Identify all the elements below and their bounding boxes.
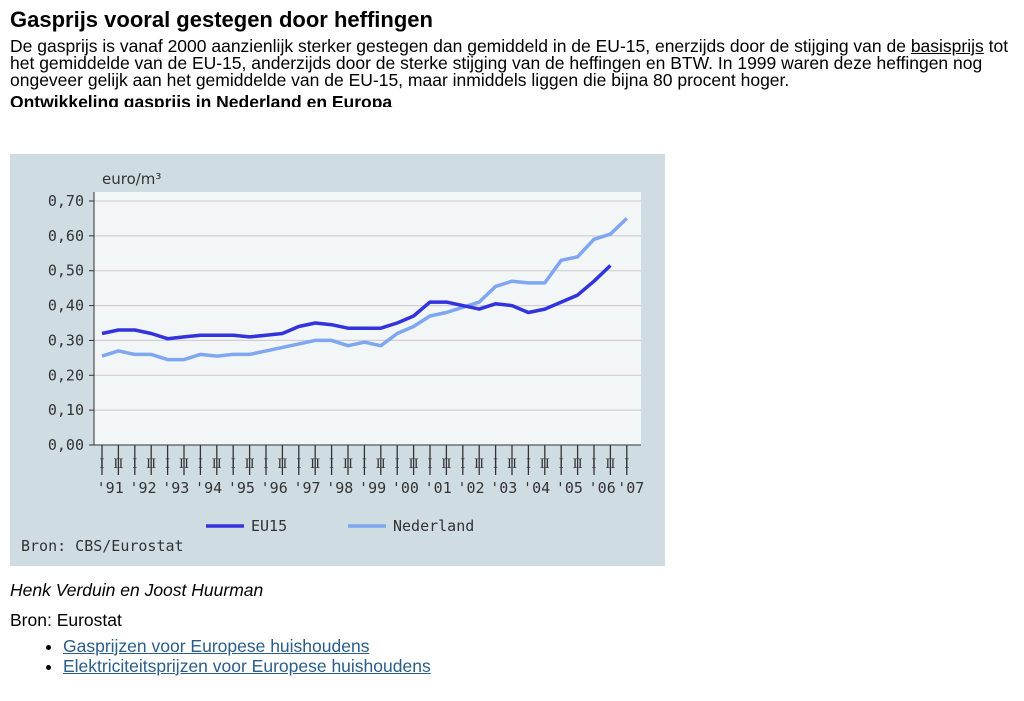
x-year-label: '05: [556, 479, 583, 497]
intro-text-before: De gasprijs is vanaf 2000 aanzienlijk st…: [10, 36, 911, 56]
x-year-label: '96: [261, 479, 288, 497]
unit-label: euro/m³: [102, 170, 161, 188]
basisprijs-term: basisprijs: [910, 36, 984, 56]
link-elektriciteitsprijzen[interactable]: Elektriciteitsprijzen voor Europese huis…: [63, 656, 431, 676]
x-half-label: II: [408, 457, 418, 472]
x-half-label: I: [165, 457, 170, 472]
intro-paragraph: De gasprijs is vanaf 2000 aanzienlijk st…: [10, 36, 1010, 90]
y-tick-label: 0,70: [48, 192, 84, 210]
chart-legend: EU15 Nederland: [206, 517, 474, 535]
x-axis-ticks: I II I II I II I II I II I II I II I II I II I II I II I II I II I…: [97, 445, 644, 497]
x-half-label: I: [395, 457, 400, 472]
gas-price-chart: 0,000,100,200,300,400,500,600,70 I II I II I…: [21, 170, 644, 555]
x-year-label: '00: [392, 479, 419, 497]
series-line-nederland: [101, 217, 629, 362]
x-year-label: '01: [425, 479, 452, 497]
x-year-label: '98: [326, 479, 353, 497]
x-half-label: I: [493, 457, 498, 472]
y-tick-label: 0,00: [48, 436, 84, 454]
x-half-label: II: [540, 457, 550, 472]
article: Gasprijs vooral gestegen door heffingen …: [10, 6, 1010, 676]
x-half-label: II: [507, 457, 517, 472]
y-tick-label: 0,50: [48, 262, 84, 280]
author-credit: Henk Verduin en Joost Huurman: [10, 580, 264, 600]
gridlines: [94, 200, 641, 411]
x-half-label: I: [231, 457, 236, 472]
x-year-label: '95: [228, 479, 255, 497]
x-half-label: I: [591, 457, 596, 472]
list-item: Gasprijzen voor Europese huishoudens: [63, 636, 431, 656]
x-half-label: II: [376, 457, 386, 472]
x-year-label: '92: [129, 479, 156, 497]
x-half-label: I: [296, 457, 301, 472]
y-tick-label: 0,20: [48, 366, 84, 384]
x-half-label: II: [212, 457, 222, 472]
series-line-eu15: [101, 264, 612, 341]
x-half-label: I: [99, 457, 104, 472]
x-year-label: '91: [97, 479, 124, 497]
x-half-label: II: [310, 457, 320, 472]
x-half-label: II: [343, 457, 353, 472]
x-half-label: I: [460, 457, 465, 472]
chart-heading: Ontwikkeling gasprijs in Nederland en Eu…: [10, 93, 393, 107]
x-year-label: '07: [617, 479, 644, 497]
x-year-label: '97: [293, 479, 320, 497]
series-lines: [101, 217, 629, 362]
x-half-label: I: [198, 457, 203, 472]
y-axis-ticks: 0,00 0,10 0,20 0,30 0,40 0,50 0,60 0,70: [48, 192, 94, 454]
intro-text-after: tot het gemiddelde van de EU-15, anderzi…: [10, 36, 1009, 90]
x-half-label: I: [329, 457, 334, 472]
legend-label: EU15: [251, 517, 287, 535]
x-year-label: '03: [490, 479, 517, 497]
legend-label: Nederland: [393, 517, 474, 535]
y-tick-label: 0,60: [48, 227, 84, 245]
chart-source-note: Bron: CBS/Eurostat: [21, 537, 184, 555]
list-item: Elektriciteitsprijzen voor Europese huis…: [63, 656, 431, 676]
related-links: Gasprijzen voor Europese huishoudens Ele…: [10, 636, 431, 676]
x-year-label: '99: [359, 479, 386, 497]
x-year-label: '04: [523, 479, 550, 497]
x-half-label: II: [572, 457, 582, 472]
x-half-label: I: [427, 457, 432, 472]
x-half-label: I: [559, 457, 564, 472]
y-tick-label: 0,10: [48, 401, 84, 419]
x-half-label: I: [263, 457, 268, 472]
x-half-label: II: [474, 457, 484, 472]
chart-panel: 0,00 0,10 0,20 0,30 0,40 0,50 0,60 0,70 I II I II I…: [10, 154, 665, 566]
link-gasprijzen[interactable]: Gasprijzen voor Europese huishoudens: [63, 636, 370, 656]
x-year-label: '93: [162, 479, 189, 497]
source-credit: Bron: Eurostat: [10, 610, 122, 630]
x-half-label: II: [146, 457, 156, 472]
x-half-label: I: [362, 457, 367, 472]
x-half-label: I: [526, 457, 531, 472]
x-half-label: I: [624, 457, 629, 472]
x-year-label: '06: [589, 479, 616, 497]
x-half-label: II: [113, 457, 123, 472]
y-tick-label: 0,40: [48, 297, 84, 315]
x-half-label: I: [132, 457, 137, 472]
x-year-label: '94: [195, 479, 222, 497]
page-title: Gasprijs vooral gestegen door heffingen: [10, 7, 433, 32]
x-half-label: II: [277, 457, 287, 472]
x-half-label: II: [441, 457, 451, 472]
x-half-label: II: [179, 457, 189, 472]
plot-area: [94, 192, 641, 445]
x-year-label: '02: [457, 479, 484, 497]
x-half-label: II: [605, 457, 615, 472]
y-tick-label: 0,30: [48, 331, 84, 349]
x-half-label: II: [244, 457, 254, 472]
